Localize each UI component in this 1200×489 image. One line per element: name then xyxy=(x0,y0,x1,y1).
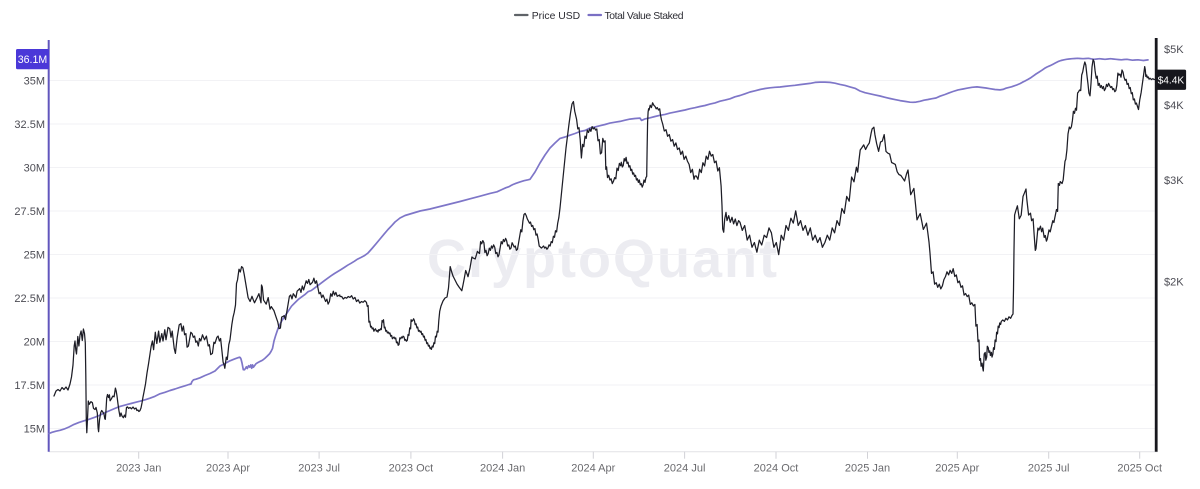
svg-text:2024 Jan: 2024 Jan xyxy=(480,463,525,475)
svg-text:$3K: $3K xyxy=(1164,175,1184,187)
svg-text:$5K: $5K xyxy=(1164,44,1184,56)
svg-text:$2K: $2K xyxy=(1164,277,1184,289)
svg-text:Total Value Staked: Total Value Staked xyxy=(605,11,684,22)
svg-text:2025 Apr: 2025 Apr xyxy=(935,463,979,475)
svg-text:2023 Apr: 2023 Apr xyxy=(206,463,250,475)
svg-text:2023 Jan: 2023 Jan xyxy=(116,463,161,475)
svg-text:36.1M: 36.1M xyxy=(18,54,47,66)
svg-text:27.5M: 27.5M xyxy=(14,206,45,218)
svg-text:17.5M: 17.5M xyxy=(14,380,45,392)
svg-text:2025 Jul: 2025 Jul xyxy=(1028,463,1070,475)
svg-text:2025 Oct: 2025 Oct xyxy=(1117,463,1162,475)
svg-text:35M: 35M xyxy=(24,75,45,87)
svg-text:32.5M: 32.5M xyxy=(14,119,45,131)
svg-text:22.5M: 22.5M xyxy=(14,293,45,305)
svg-text:2023 Oct: 2023 Oct xyxy=(389,463,434,475)
svg-text:2023 Jul: 2023 Jul xyxy=(298,463,340,475)
svg-text:2024 Oct: 2024 Oct xyxy=(754,463,799,475)
svg-text:$4K: $4K xyxy=(1164,100,1184,112)
svg-text:2024 Jul: 2024 Jul xyxy=(664,463,706,475)
svg-text:15M: 15M xyxy=(24,423,45,435)
svg-text:$4.4K: $4.4K xyxy=(1158,75,1185,86)
svg-text:25M: 25M xyxy=(24,249,45,261)
svg-text:2025 Jan: 2025 Jan xyxy=(845,463,890,475)
svg-text:2024 Apr: 2024 Apr xyxy=(571,463,615,475)
svg-text:20M: 20M xyxy=(24,336,45,348)
svg-text:Price USD: Price USD xyxy=(532,11,581,22)
svg-text:CryptoQuant: CryptoQuant xyxy=(427,229,779,289)
svg-text:30M: 30M xyxy=(24,162,45,174)
